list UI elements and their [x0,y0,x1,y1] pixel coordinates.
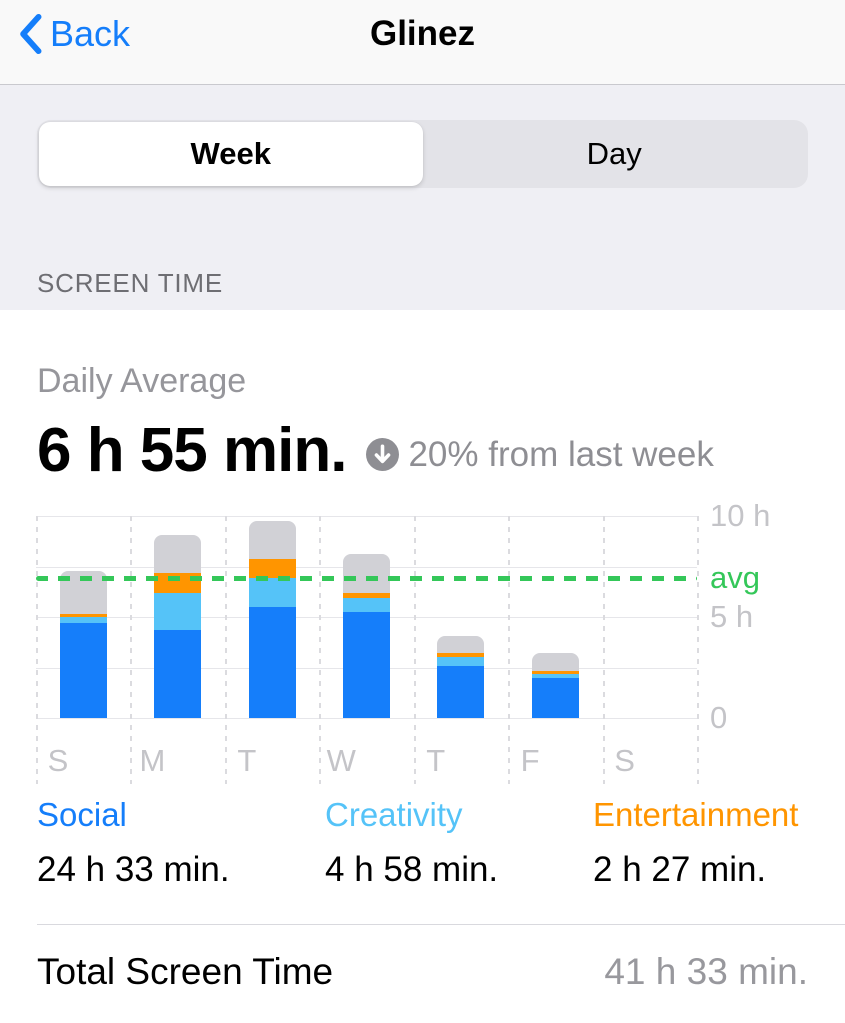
daily-average-row: 6 h 55 min. 20% from last week [37,415,845,486]
bar-6-segment-creativity [531,673,579,678]
bar-5 [437,636,485,718]
legend-value-entertainment: 2 h 27 min. [593,850,767,889]
daily-average-label: Daily Average [37,362,247,400]
category-legend: Social 24 h 33 min. Creativity 4 h 58 mi… [0,796,845,900]
gridline-v-3 [319,516,322,784]
day-label-2: M [139,743,166,778]
bar-2-segment-social [154,630,202,718]
day-label-7: S [614,743,635,778]
bar-4-segment-other [343,554,390,593]
back-button[interactable]: Back [18,10,130,58]
total-screen-time-value: 41 h 33 min. [604,951,808,992]
bar-5-segment-other [437,636,485,654]
legend-name-social: Social [37,796,127,833]
total-divider [37,924,845,925]
total-screen-time-label: Total Screen Time [37,951,334,992]
gridline-h-0 [36,718,697,719]
legend-name-creativity: Creativity [325,796,463,833]
avg-label: avg [710,560,760,596]
gridline-v-4 [413,516,416,784]
controls-section: Week Day SCREEN TIME [0,85,845,310]
bar-1 [59,570,107,718]
ytick-0: 0 [710,700,728,735]
bar-2-segment-other [154,535,202,573]
nav-bar: Back Glinez [0,0,845,85]
gridline-v-2 [224,516,227,784]
segment-week[interactable]: Week [39,122,423,186]
ytick-10: 10 h [710,498,771,533]
legend-item-social: Social 24 h 33 min. [37,796,230,890]
day-label-4: W [326,743,356,778]
trend-indicator: 20% from last week [366,434,714,475]
bar-3-segment-entertainment [248,559,296,578]
day-label-3: T [237,743,257,778]
bar-5-segment-entertainment [437,653,485,658]
segment-day[interactable]: Day [586,136,642,171]
bar-6-segment-other [531,653,579,671]
legend-value-social: 24 h 33 min. [37,850,230,889]
bar-4-segment-creativity [343,597,390,612]
section-header-screen-time: SCREEN TIME [37,268,224,298]
daily-average-value: 6 h 55 min. [37,416,347,485]
trend-text: 20% from last week [408,434,714,474]
bar-3-segment-social [248,606,296,718]
gridline-v-0 [36,516,38,784]
day-label-5: T [426,743,446,778]
screen-time-content: Daily Average 6 h 55 min. 20% from last … [0,362,845,993]
bar-6-segment-entertainment [531,670,579,674]
bar-5-segment-creativity [437,657,485,667]
gridline-v-6 [602,516,605,784]
ytick-5: 5 h [710,599,754,634]
bar-3 [248,521,296,718]
bar-1-segment-creativity [59,616,107,624]
segmented-control: Week Day [37,120,808,188]
total-screen-time-row: Total Screen Time 41 h 33 min. [0,925,845,993]
legend-item-entertainment: Entertainment 2 h 27 min. [593,796,798,890]
bar-4-segment-social [343,611,390,718]
page-title: Glinez [369,14,476,53]
screen-time-chart: 10 h 5 h 0 avg S M T W T F S [0,498,845,790]
bar-4-segment-entertainment [343,592,390,598]
gridline-v-5 [508,516,511,784]
day-label-1: S [47,743,69,778]
back-button-label: Back [50,13,131,54]
bar-6 [531,653,579,718]
bar-1-segment-social [59,623,107,718]
legend-name-entertainment: Entertainment [593,796,799,833]
bar-3-segment-other [248,521,296,560]
legend-value-creativity: 4 h 58 min. [325,850,499,889]
average-line [36,576,697,582]
gridline-h-10 [36,516,697,517]
bar-2-segment-creativity [154,592,202,631]
bar-2 [154,535,202,718]
back-chevron-icon [20,13,42,55]
day-label-6: F [520,743,540,778]
gridline-v-7 [697,516,699,784]
bar-4 [343,554,390,718]
bar-5-segment-social [437,666,485,718]
down-arrow-icon [366,438,400,471]
legend-item-creativity: Creativity 4 h 58 min. [325,796,498,890]
bar-3-segment-creativity [248,577,296,607]
gridline-v-1 [130,516,133,784]
bar-1-segment-entertainment [59,613,107,617]
bar-6-segment-social [531,677,579,718]
